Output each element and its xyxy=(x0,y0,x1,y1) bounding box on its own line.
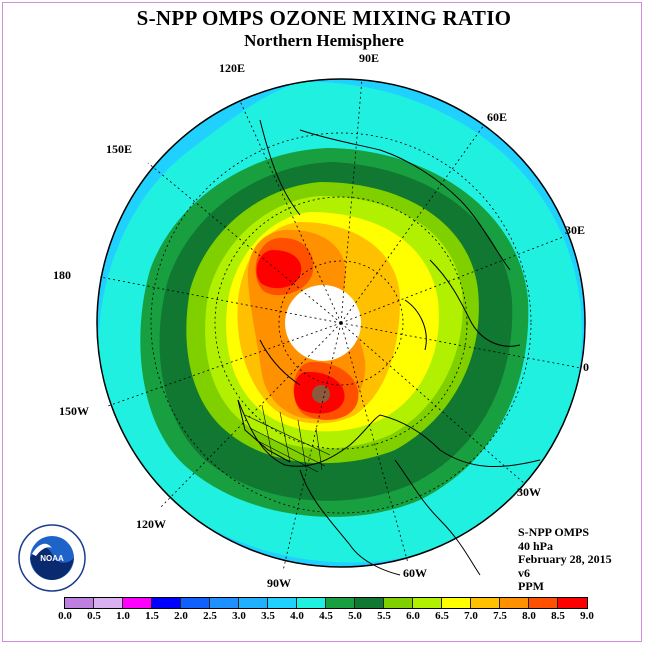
colorbar-tick-label: 7.5 xyxy=(493,610,507,622)
colorbar-swatch xyxy=(239,598,268,608)
info-version: v6 xyxy=(518,565,530,580)
lon-label-150w: 150W xyxy=(59,404,89,418)
colorbar-tick-label: 1.5 xyxy=(145,610,159,622)
colorbar-tick-label: 8.0 xyxy=(522,610,536,622)
product-info: S-NPP OMPS 40 hPa February 28, 2015 v6 P… xyxy=(518,525,612,594)
info-units: PPM xyxy=(518,579,544,593)
colorbar-swatch xyxy=(529,598,558,608)
colorbar-swatch xyxy=(384,598,413,608)
us-state-grid xyxy=(244,404,331,473)
colorbar xyxy=(64,597,588,609)
colorbar-swatch xyxy=(413,598,442,608)
colorbar-tick-label: 9.0 xyxy=(580,610,594,622)
info-level: 40 hPa xyxy=(518,538,554,553)
logo-text: NOAA xyxy=(40,554,64,563)
colorbar-tick-label: 0.5 xyxy=(87,610,101,622)
colorbar-tick-label: 2.5 xyxy=(203,610,217,622)
plot-frame xyxy=(2,2,642,642)
colorbar-tick-label: 8.5 xyxy=(551,610,565,622)
lon-label-30w: 30W xyxy=(517,485,541,499)
graticule xyxy=(99,78,582,572)
colorbar-swatch xyxy=(181,598,210,608)
map-title: S-NPP OMPS OZONE MIXING RATIO xyxy=(136,6,512,30)
lon-label-0: 0 xyxy=(583,360,589,374)
colorbar-tick-label: 6.5 xyxy=(435,610,449,622)
colorbar-swatch xyxy=(442,598,471,608)
field-8-0 xyxy=(256,250,302,289)
lon-label-30e: 30E xyxy=(565,223,586,237)
colorbar-tick-label: 6.0 xyxy=(406,610,420,622)
colorbar-swatch xyxy=(558,598,587,608)
field-8-5 xyxy=(312,385,330,403)
colorbar-tick-label: 7.0 xyxy=(464,610,478,622)
colorbar-tick-label: 0.0 xyxy=(58,610,72,622)
lon-label-60e: 60E xyxy=(487,110,508,124)
map-subtitle: Northern Hemisphere xyxy=(244,31,404,50)
colorbar-swatch xyxy=(210,598,239,608)
lon-label-90w: 90W xyxy=(267,576,291,590)
colorbar-tick-label: 2.0 xyxy=(174,610,188,622)
colorbar-tick-label: 5.0 xyxy=(348,610,362,622)
colorbar-tick-label: 4.0 xyxy=(290,610,304,622)
colorbar-tick-label: 3.5 xyxy=(261,610,275,622)
colorbar-swatch xyxy=(471,598,500,608)
colorbar-swatch xyxy=(500,598,529,608)
info-instrument: S-NPP OMPS xyxy=(518,525,589,539)
colorbar-swatch xyxy=(152,598,181,608)
map-boundary xyxy=(96,78,586,568)
lon-label-150e: 150E xyxy=(106,142,133,156)
colorbar-tick-label: 4.5 xyxy=(319,610,333,622)
noaa-logo: NOAA xyxy=(18,524,86,592)
lon-label-120e: 120E xyxy=(219,61,246,75)
colorbar-swatch xyxy=(326,598,355,608)
lon-label-90e: 90E xyxy=(359,51,380,65)
colorbar-swatch xyxy=(123,598,152,608)
colorbar-swatch xyxy=(355,598,384,608)
lon-label-180: 180 xyxy=(53,268,71,282)
colorbar-swatch xyxy=(94,598,123,608)
colorbar-ticks: 0.0 0.5 1.0 1.5 2.0 2.5 3.0 3.5 4.0 4.5 5.0 5.5 6.0 6… xyxy=(0,610,648,624)
colorbar-tick-label: 3.0 xyxy=(232,610,246,622)
lon-label-120w: 120W xyxy=(136,517,166,531)
colorbar-swatch xyxy=(268,598,297,608)
no-data-polar-cap xyxy=(285,285,361,361)
lon-label-60w: 60W xyxy=(403,566,427,580)
colorbar-swatch xyxy=(65,598,94,608)
colorbar-swatch xyxy=(297,598,326,608)
colorbar-tick-label: 1.0 xyxy=(116,610,130,622)
info-date: February 28, 2015 xyxy=(518,552,612,566)
colorbar-tick-label: 5.5 xyxy=(377,610,391,622)
